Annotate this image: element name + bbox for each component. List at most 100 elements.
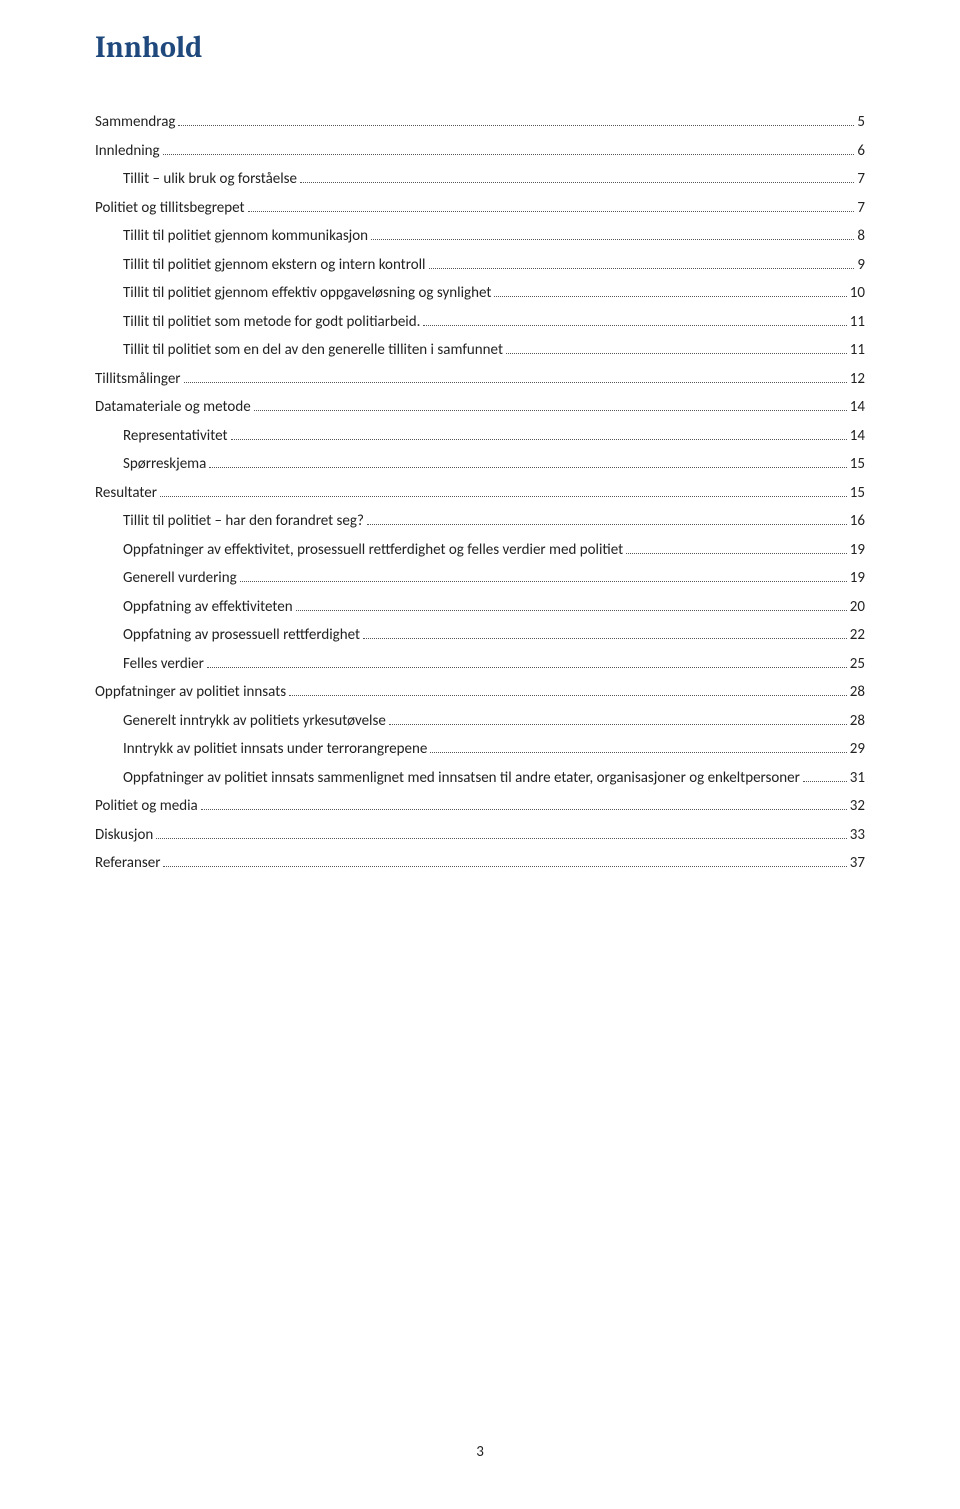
- toc-entry-page: 25: [850, 655, 865, 673]
- toc-leader-dots: [300, 182, 854, 183]
- toc-entry-label: Politiet og media: [95, 797, 198, 815]
- toc-entry[interactable]: Resultater 15: [95, 484, 865, 502]
- toc-entry-page: 33: [850, 826, 865, 844]
- toc-entry-label: Spørreskjema: [123, 455, 206, 473]
- toc-entry[interactable]: Referanser 37: [95, 854, 865, 872]
- toc-entry-label: Resultater: [95, 484, 157, 502]
- toc-entry-page: 15: [850, 455, 865, 473]
- toc-leader-dots: [160, 496, 847, 497]
- toc-leader-dots: [184, 382, 847, 383]
- table-of-contents: Sammendrag 5 Innledning 6 Tillit – ulik br…: [95, 113, 865, 872]
- toc-leader-dots: [803, 781, 847, 782]
- toc-entry-label: Oppfatninger av politiet innsats: [95, 683, 286, 701]
- toc-entry[interactable]: Tillit til politiet gjennom effektiv opp…: [95, 284, 865, 302]
- toc-entry[interactable]: Oppfatninger av politiet innsats 28: [95, 683, 865, 701]
- toc-entry[interactable]: Datamateriale og metode 14: [95, 398, 865, 416]
- toc-leader-dots: [254, 410, 847, 411]
- toc-entry-page: 14: [850, 427, 865, 445]
- toc-leader-dots: [389, 724, 847, 725]
- toc-entry[interactable]: Sammendrag 5: [95, 113, 865, 131]
- toc-entry[interactable]: Tillit til politiet gjennom ekstern og i…: [95, 256, 865, 274]
- toc-leader-dots: [163, 154, 855, 155]
- toc-entry-label: Tillit til politiet – har den forandret …: [123, 512, 364, 530]
- toc-entry[interactable]: Inntrykk av politiet innsats under terro…: [95, 740, 865, 758]
- toc-leader-dots: [156, 838, 846, 839]
- toc-leader-dots: [363, 638, 847, 639]
- toc-entry-page: 14: [850, 398, 865, 416]
- toc-leader-dots: [209, 467, 846, 468]
- toc-entry-label: Generelt inntrykk av politiets yrkesutøv…: [123, 712, 386, 730]
- toc-entry[interactable]: Tillitsmålinger 12: [95, 370, 865, 388]
- toc-entry-label: Sammendrag: [95, 113, 175, 131]
- toc-entry[interactable]: Tillit – ulik bruk og forståelse 7: [95, 170, 865, 188]
- toc-leader-dots: [626, 553, 847, 554]
- toc-leader-dots: [429, 268, 855, 269]
- toc-entry-label: Datamateriale og metode: [95, 398, 251, 416]
- toc-entry-page: 15: [850, 484, 865, 502]
- toc-entry-label: Representativitet: [123, 427, 228, 445]
- toc-entry[interactable]: Diskusjon 33: [95, 826, 865, 844]
- toc-entry-label: Oppfatninger av politiet innsats sammenl…: [123, 769, 800, 787]
- toc-leader-dots: [423, 325, 846, 326]
- toc-entry-page: 7: [857, 170, 865, 188]
- toc-entry-label: Felles verdier: [123, 655, 204, 673]
- toc-entry[interactable]: Politiet og tillitsbegrepet 7: [95, 199, 865, 217]
- toc-entry[interactable]: Representativitet 14: [95, 427, 865, 445]
- toc-entry[interactable]: Tillit til politiet – har den forandret …: [95, 512, 865, 530]
- toc-entry[interactable]: Tillit til politiet som en del av den ge…: [95, 341, 865, 359]
- page-title: Innhold: [95, 30, 865, 65]
- toc-leader-dots: [207, 667, 847, 668]
- toc-entry[interactable]: Generell vurdering 19: [95, 569, 865, 587]
- toc-entry-label: Tillit til politiet gjennom kommunikasjo…: [123, 227, 368, 245]
- toc-entry-label: Tillitsmålinger: [95, 370, 181, 388]
- toc-leader-dots: [296, 610, 847, 611]
- toc-entry[interactable]: Oppfatninger av politiet innsats sammenl…: [95, 769, 865, 787]
- toc-entry[interactable]: Tillit til politiet som metode for godt …: [95, 313, 865, 331]
- toc-entry-page: 28: [850, 683, 865, 701]
- toc-entry-page: 10: [850, 284, 865, 302]
- toc-leader-dots: [371, 239, 854, 240]
- toc-entry-label: Innledning: [95, 142, 160, 160]
- toc-leader-dots: [367, 524, 847, 525]
- toc-entry-page: 32: [850, 797, 865, 815]
- toc-entry[interactable]: Tillit til politiet gjennom kommunikasjo…: [95, 227, 865, 245]
- toc-entry-page: 20: [850, 598, 865, 616]
- toc-leader-dots: [506, 353, 847, 354]
- toc-entry[interactable]: Oppfatning av effektiviteten 20: [95, 598, 865, 616]
- toc-entry-label: Tillit til politiet som metode for godt …: [123, 313, 420, 331]
- toc-entry-page: 22: [850, 626, 865, 644]
- toc-entry-page: 5: [857, 113, 865, 131]
- toc-entry-page: 16: [850, 512, 865, 530]
- toc-entry[interactable]: Oppfatninger av effektivitet, prosessuel…: [95, 541, 865, 559]
- toc-entry[interactable]: Politiet og media 32: [95, 797, 865, 815]
- toc-entry-page: 9: [857, 256, 865, 274]
- toc-entry[interactable]: Generelt inntrykk av politiets yrkesutøv…: [95, 712, 865, 730]
- toc-entry-label: Oppfatning av effektiviteten: [123, 598, 293, 616]
- toc-entry-label: Politiet og tillitsbegrepet: [95, 199, 245, 217]
- toc-entry-page: 11: [850, 341, 865, 359]
- toc-entry-page: 37: [850, 854, 865, 872]
- toc-entry[interactable]: Spørreskjema 15: [95, 455, 865, 473]
- toc-entry-label: Referanser: [95, 854, 160, 872]
- toc-entry-page: 11: [850, 313, 865, 331]
- toc-leader-dots: [248, 211, 855, 212]
- toc-entry-label: Oppfatning av prosessuell rettferdighet: [123, 626, 360, 644]
- toc-entry-label: Tillit til politiet som en del av den ge…: [123, 341, 503, 359]
- toc-entry[interactable]: Innledning 6: [95, 142, 865, 160]
- toc-entry-label: Diskusjon: [95, 826, 153, 844]
- toc-entry-page: 28: [850, 712, 865, 730]
- toc-leader-dots: [430, 752, 846, 753]
- toc-entry-label: Generell vurdering: [123, 569, 237, 587]
- toc-entry-page: 31: [850, 769, 865, 787]
- toc-entry-label: Tillit – ulik bruk og forståelse: [123, 170, 297, 188]
- toc-entry[interactable]: Oppfatning av prosessuell rettferdighet …: [95, 626, 865, 644]
- toc-entry[interactable]: Felles verdier 25: [95, 655, 865, 673]
- toc-leader-dots: [494, 296, 846, 297]
- toc-entry-label: Oppfatninger av effektivitet, prosessuel…: [123, 541, 623, 559]
- toc-leader-dots: [178, 125, 854, 126]
- toc-entry-page: 19: [850, 569, 865, 587]
- toc-entry-page: 19: [850, 541, 865, 559]
- page-number: 3: [0, 1443, 960, 1461]
- page-container: Innhold Sammendrag 5 Innledning 6 Tillit –…: [0, 0, 960, 1509]
- toc-entry-label: Inntrykk av politiet innsats under terro…: [123, 740, 427, 758]
